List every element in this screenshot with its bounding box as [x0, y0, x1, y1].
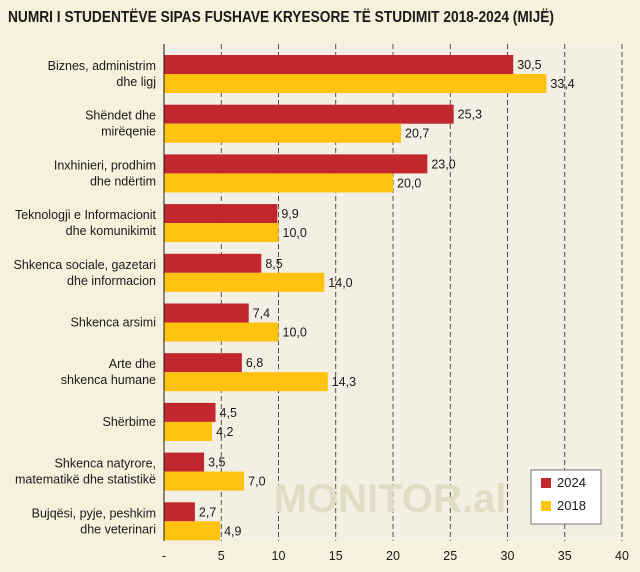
value-label-2024-9: 2,7	[199, 505, 216, 519]
category-label-line: Shkenca sociale, gazetari	[14, 258, 156, 272]
category-label-3: Teknologji e Informacionit dhe komunikimi…	[15, 208, 157, 238]
bar-2024-2	[164, 154, 428, 174]
x-tick-label-0: -	[162, 549, 166, 563]
watermark-text: MONITOR.al	[274, 477, 507, 521]
plot-area: MONITOR.al 30,5 33,4 Biznes, administrim dhe…	[14, 44, 629, 563]
bar-2018-1	[164, 123, 402, 143]
category-label-line: Shërbime	[103, 415, 157, 429]
category-label-line: dhe informacion	[67, 274, 156, 288]
value-label-2018-6: 14,3	[332, 375, 356, 389]
bar-2018-9	[164, 521, 221, 541]
value-label-2018-4: 14,0	[328, 276, 352, 290]
x-tick-label-20: 20	[386, 549, 400, 563]
category-label-line: Biznes, administrim	[48, 59, 156, 73]
category-label-7: Shërbime	[103, 415, 157, 429]
value-label-2024-6: 6,8	[246, 356, 263, 370]
category-label-4: Shkenca sociale, gazetari dhe informacion	[14, 258, 156, 288]
category-label-line: dhe veterinari	[80, 522, 156, 536]
bar-2018-8	[164, 471, 245, 491]
bar-2024-9	[164, 502, 195, 522]
category-label-line: Shkenca natyrore,	[55, 457, 156, 471]
x-tick-label-15: 15	[329, 549, 343, 563]
value-label-2018-1: 20,7	[405, 127, 429, 141]
legend-label-2024: 2024	[557, 475, 586, 490]
value-label-2018-3: 10,0	[283, 226, 307, 240]
bar-2024-8	[164, 452, 205, 472]
value-label-2024-1: 25,3	[458, 108, 482, 122]
value-label-2018-7: 4,2	[216, 425, 233, 439]
bar-2024-4	[164, 253, 262, 273]
category-label-5: Shkenca arsimi	[71, 316, 156, 330]
category-label-line: dhe ndërtim	[90, 174, 156, 188]
bar-2018-6	[164, 372, 328, 392]
category-label-line: Inxhinieri, prodhim	[54, 158, 156, 172]
category-label-line: Shkenca arsimi	[71, 316, 156, 330]
category-label-line: matematikë dhe statistikë	[15, 473, 156, 487]
category-label-line: dhe komunikimit	[66, 224, 157, 238]
bar-2018-0	[164, 74, 547, 93]
value-label-2018-0: 33,4	[550, 77, 574, 91]
bar-2018-7	[164, 421, 213, 441]
category-label-line: Teknologji e Informacionit	[15, 208, 157, 222]
x-tick-label-10: 10	[272, 549, 286, 563]
bar-2018-4	[164, 272, 325, 292]
value-label-2024-8: 3,5	[208, 456, 225, 470]
x-tick-label-30: 30	[501, 549, 515, 563]
value-label-2024-4: 8,5	[265, 257, 282, 271]
x-tick-label-5: 5	[218, 549, 225, 563]
chart-title: NUMRI I STUDENTËVE SIPAS FUSHAVE KRYESOR…	[8, 9, 554, 26]
legend-swatch-2018	[541, 501, 551, 511]
category-label-line: mirëqenie	[101, 125, 156, 139]
value-label-2024-5: 7,4	[253, 307, 270, 321]
legend-label-2018: 2018	[557, 498, 586, 513]
legend-swatch-2024	[541, 478, 551, 488]
value-label-2024-2: 23,0	[431, 157, 455, 171]
category-label-line: Bujqësi, pyje, peshkim	[32, 506, 156, 520]
category-label-9: Bujqësi, pyje, peshkim dhe veterinari	[32, 506, 156, 536]
x-tick-label-25: 25	[443, 549, 457, 563]
value-label-2024-0: 30,5	[517, 58, 541, 72]
value-label-2018-5: 10,0	[283, 326, 307, 340]
category-label-0: Biznes, administrim dhe ligj	[48, 59, 156, 89]
bar-2024-1	[164, 104, 454, 124]
category-label-line: Shëndet dhe	[85, 109, 156, 123]
category-label-line: dhe ligj	[116, 75, 156, 89]
category-label-8: Shkenca natyrore, matematikë dhe statisti…	[15, 457, 156, 487]
bar-2024-0	[164, 55, 514, 74]
bar-2018-5	[164, 322, 279, 342]
category-label-line: shkenca humane	[61, 373, 156, 387]
value-label-2018-9: 4,9	[224, 524, 241, 538]
bar-2018-2	[164, 173, 393, 193]
x-tick-label-40: 40	[615, 549, 629, 563]
x-tick-label-35: 35	[558, 549, 572, 563]
bar-2024-6	[164, 353, 242, 373]
bar-2018-3	[164, 223, 279, 243]
value-label-2018-2: 20,0	[397, 176, 421, 190]
value-label-2024-7: 4,5	[220, 406, 237, 420]
category-label-line: Arte dhe	[109, 357, 156, 371]
category-label-2: Inxhinieri, prodhim dhe ndërtim	[54, 158, 156, 188]
category-label-1: Shëndet dhe mirëqenie	[85, 109, 156, 139]
category-label-6: Arte dhe shkenca humane	[61, 357, 156, 387]
value-label-2024-3: 9,9	[281, 207, 298, 221]
bar-2024-5	[164, 303, 249, 323]
bar-2024-7	[164, 402, 216, 422]
value-label-2018-8: 7,0	[248, 475, 265, 489]
bar-2024-3	[164, 204, 278, 224]
